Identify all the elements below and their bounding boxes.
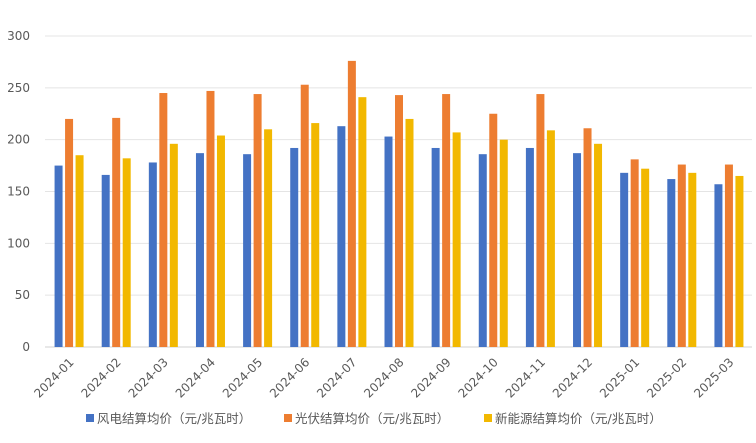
- bar-1-2024-07: [337, 126, 346, 347]
- legend-swatch-3: [484, 414, 492, 422]
- bar-3-2025-02: [688, 172, 697, 347]
- x-tick-label: 2024-03: [126, 355, 171, 400]
- bar-2-2024-04: [206, 90, 215, 348]
- bar-1-2024-04: [195, 153, 204, 347]
- bar-1-2025-02: [667, 179, 676, 347]
- bar-2-2024-12: [583, 128, 592, 347]
- x-tick-label: 2025-01: [597, 355, 642, 400]
- y-tick-label: 200: [7, 133, 30, 147]
- bar-1-2024-06: [290, 147, 299, 347]
- x-tick-label: 2024-10: [456, 355, 501, 400]
- legend-label-3: 新能源结算均价（元/兆瓦时）: [495, 411, 662, 426]
- x-tick-label: 2024-01: [31, 355, 76, 400]
- y-tick-label: 0: [22, 340, 30, 354]
- bar-3-2024-01: [75, 155, 84, 347]
- bar-3-2025-03: [735, 175, 744, 347]
- legend-swatch-1: [86, 414, 94, 422]
- bars: [54, 60, 744, 348]
- x-tick-label: 2024-02: [78, 355, 123, 400]
- bar-3-2024-02: [122, 158, 131, 347]
- bar-3-2024-04: [216, 135, 225, 347]
- bar-3-2024-03: [169, 143, 178, 347]
- bar-3-2024-05: [264, 129, 273, 347]
- x-axis-ticks: 2024-01 2024-02 2024-03 2024-04 2024-05 2024-…: [31, 355, 736, 400]
- y-tick-label: 50: [15, 288, 30, 302]
- x-tick-label: 2024-08: [361, 355, 406, 400]
- y-tick-label: 250: [7, 81, 30, 95]
- bar-1-2024-02: [101, 174, 110, 347]
- bar-3-2024-07: [358, 97, 367, 347]
- bar-1-2024-11: [525, 147, 534, 347]
- y-tick-label: 100: [7, 236, 30, 250]
- legend-swatch-2: [284, 414, 292, 422]
- bar-1-2024-12: [573, 153, 582, 347]
- x-tick-label: 2024-07: [314, 355, 359, 400]
- bar-1-2024-08: [384, 136, 393, 347]
- x-tick-label: 2024-06: [267, 355, 312, 400]
- bar-2-2024-10: [489, 113, 498, 347]
- bar-3-2024-06: [311, 123, 320, 347]
- bar-2-2024-06: [300, 84, 309, 348]
- bar-2-2024-09: [442, 94, 451, 347]
- bar-1-2025-03: [714, 184, 723, 347]
- x-tick-label: 2025-02: [644, 355, 689, 400]
- bar-3-2024-08: [405, 118, 414, 347]
- bar-3-2024-12: [594, 143, 603, 347]
- y-tick-label: 150: [7, 185, 30, 199]
- y-tick-label: 300: [7, 29, 30, 43]
- bar-2-2024-08: [395, 95, 403, 347]
- bar-2-2024-11: [536, 94, 545, 347]
- x-tick-label: 2024-05: [220, 355, 265, 400]
- x-tick-label: 2024-12: [550, 355, 595, 400]
- x-tick-label: 2024-04: [173, 355, 218, 400]
- bar-2-2024-03: [159, 93, 168, 348]
- bar-2-2024-02: [112, 117, 121, 347]
- bar-1-2024-01: [54, 165, 63, 347]
- y-axis-ticks: 0 50 100 150 200 250 300: [7, 29, 30, 354]
- legend-label-2: 光伏结算均价（元/兆瓦时）: [295, 411, 449, 426]
- legend-label-1: 风电结算均价（元/兆瓦时）: [97, 411, 251, 426]
- bar-2-2025-02: [677, 164, 686, 347]
- bar-3-2024-10: [499, 139, 508, 347]
- bar-2-2025-01: [630, 159, 639, 347]
- x-tick-label: 2025-03: [691, 355, 736, 400]
- bar-1-2024-03: [148, 162, 157, 347]
- x-tick-label: 2024-11: [503, 355, 548, 400]
- bar-1-2024-10: [478, 154, 487, 347]
- bar-3-2024-09: [452, 132, 461, 347]
- bar-1-2024-09: [431, 147, 440, 347]
- legend: 风电结算均价（元/兆瓦时） 光伏结算均价（元/兆瓦时） 新能源结算均价（元/兆瓦时）: [86, 411, 662, 426]
- bar-2-2025-03: [724, 164, 733, 347]
- bar-1-2025-01: [620, 172, 629, 347]
- bar-2-2024-07: [347, 60, 356, 347]
- bar-3-2025-01: [641, 168, 650, 347]
- bar-2-2024-01: [65, 118, 74, 347]
- bar-2-2024-05: [253, 94, 262, 347]
- bar-3-2024-11: [546, 130, 555, 347]
- bar-1-2024-05: [243, 154, 252, 347]
- x-tick-label: 2024-09: [408, 355, 453, 400]
